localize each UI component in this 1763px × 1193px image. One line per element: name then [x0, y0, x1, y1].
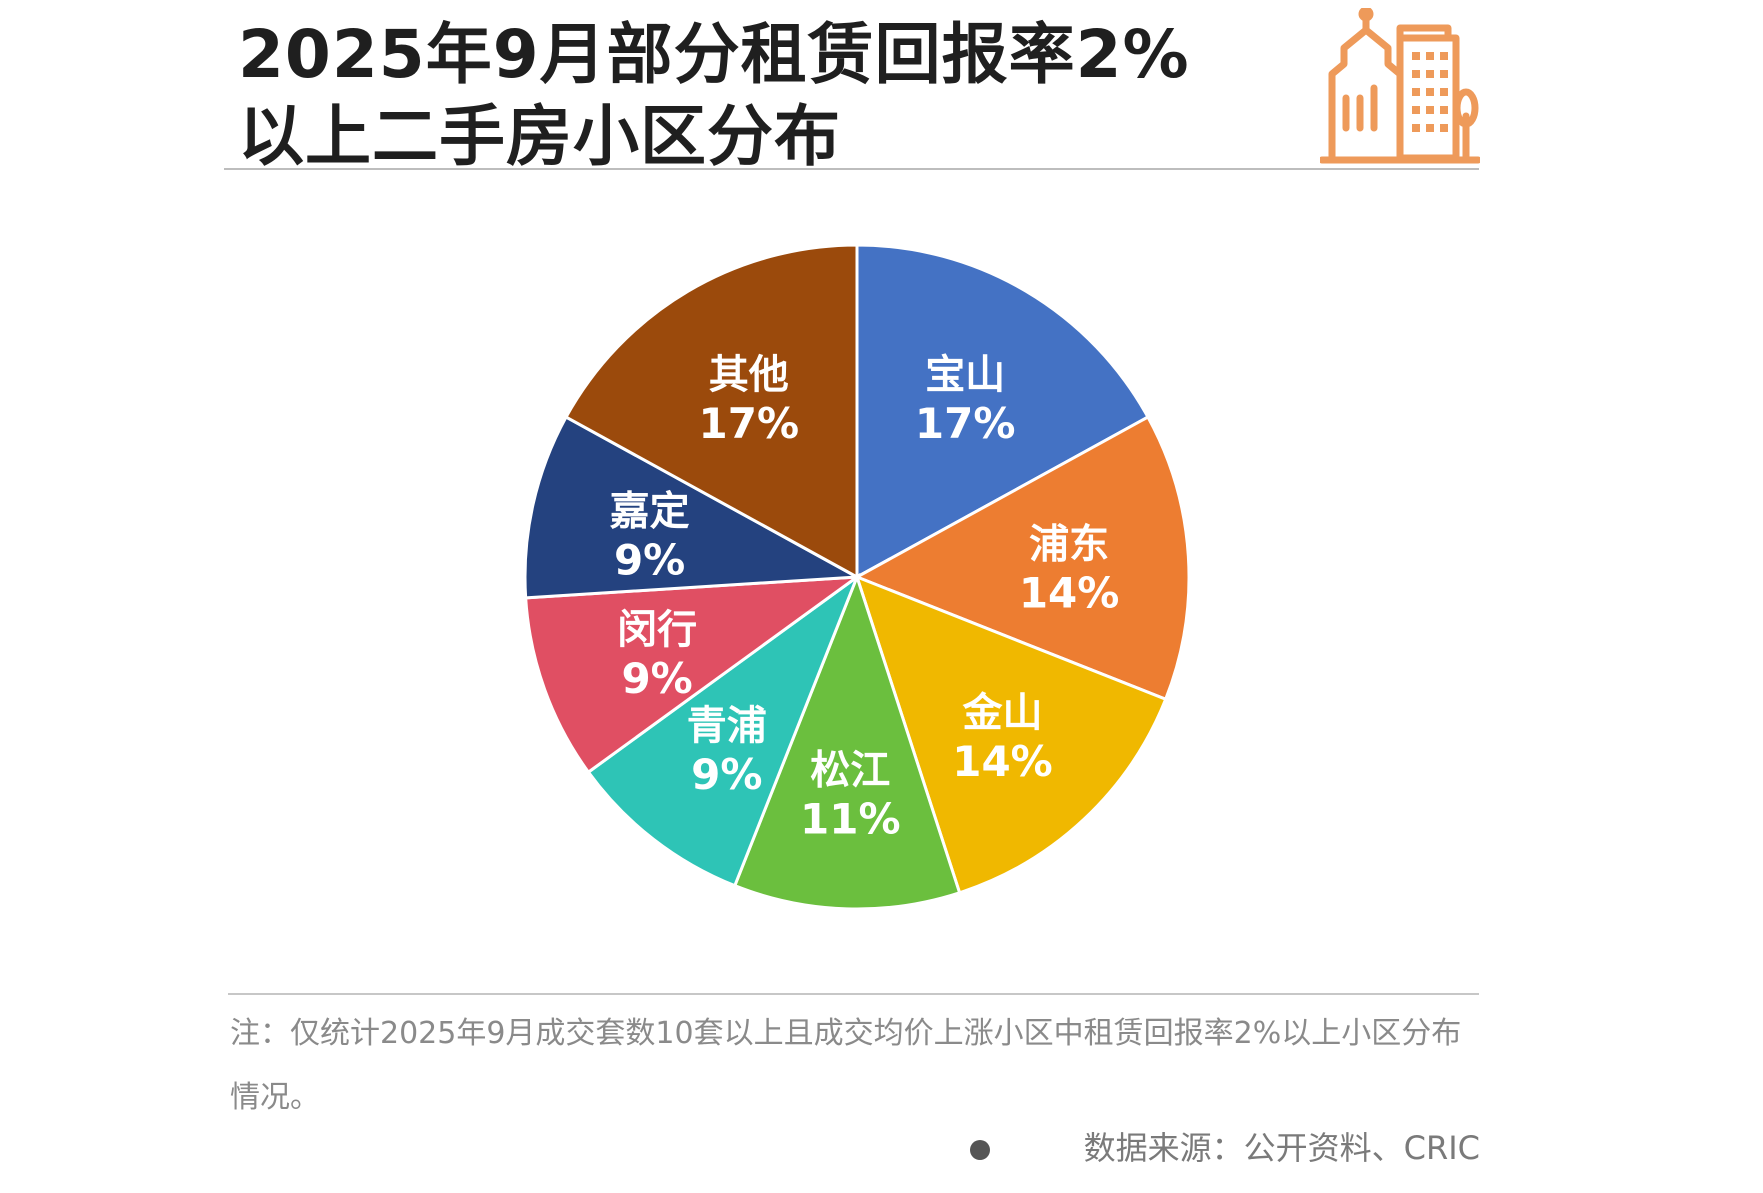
pie-slice-4: [586, 572, 861, 888]
slice-value-7: 17%: [699, 399, 800, 448]
slice-label-7: 其他: [709, 352, 789, 398]
pie-slice-0: [855, 243, 1150, 580]
slice-value-2: 14%: [952, 737, 1053, 786]
slice-label-3: 松江: [810, 747, 890, 793]
header-divider: [224, 168, 1479, 170]
pagination-dot: [970, 1140, 990, 1160]
footer-divider: [228, 993, 1479, 995]
pie-slice-5: [524, 575, 863, 775]
pie-slice-3: [732, 572, 962, 911]
chart-title-line-1: 2025年9月部分租赁回报率2%: [238, 16, 1190, 93]
chart-title-line-2: 以上二手房小区分布: [238, 98, 841, 175]
slice-value-4: 9%: [691, 750, 762, 799]
slice-value-5: 9%: [621, 654, 692, 703]
slice-value-3: 11%: [800, 794, 901, 843]
pie-slice-1: [853, 415, 1191, 702]
slice-label-5: 闵行: [617, 607, 697, 653]
slice-value-0: 17%: [915, 399, 1016, 448]
slice-value-1: 14%: [1019, 569, 1120, 618]
footnote: 注：仅统计2025年9月成交套数10套以上且成交均价上涨小区中租赁回报率2%以上…: [230, 1016, 1462, 1115]
pie-slice-6: [523, 415, 863, 600]
slice-value-6: 9%: [614, 536, 685, 585]
data-source: 数据来源：公开资料、CRIC: [1083, 1129, 1480, 1167]
building-icon: [1320, 8, 1480, 164]
slice-label-2: 金山: [962, 690, 1043, 736]
slice-label-0: 宝山: [925, 352, 1005, 398]
chart-title: 2025年9月部分租赁回报率2% 以上二手房小区分布: [238, 14, 1278, 178]
slice-label-1: 浦东: [1029, 522, 1109, 568]
pie-slice-7: [564, 243, 859, 580]
slice-label-4: 青浦: [687, 703, 767, 749]
slice-label-6: 嘉定: [610, 489, 690, 535]
